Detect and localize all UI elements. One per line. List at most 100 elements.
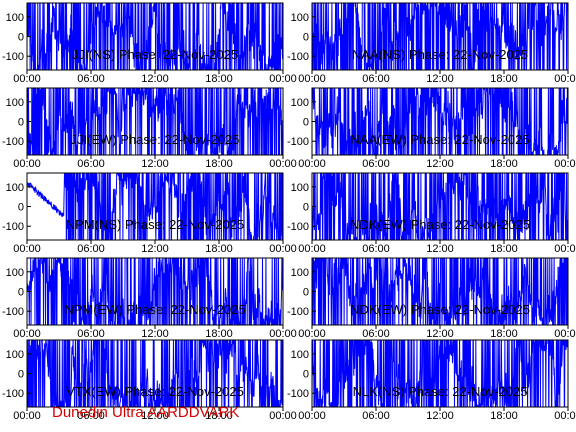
panel-title: NLK(NS) Phase: 22-Nov-2025 — [353, 384, 528, 399]
x-tick-label: 06:00 — [362, 158, 390, 170]
phase-trace — [27, 3, 283, 70]
chart-panel-7: 100 0 -100 00:00 06:00 12:00 18:00 00:00 NPM(EW)… — [2, 257, 297, 340]
x-tick-label: 18:00 — [205, 73, 233, 85]
chart-panel-10: 100 0 -100 00:00 06:00 12:00 18:00 00:00 NLK(NS)… — [287, 339, 576, 422]
x-tick-label: 12:00 — [426, 410, 454, 422]
y-tick-label: -100 — [287, 388, 309, 400]
y-tick-label: -100 — [287, 221, 309, 233]
x-tick-label: 00:00 — [554, 158, 576, 170]
x-tick-label: 00:00 — [269, 73, 297, 85]
x-tick-label: 12:00 — [141, 328, 169, 340]
chart-panel-1: 100 0 -100 00:00 06:00 12:00 18:00 00:00 JJI(NS)… — [2, 2, 297, 85]
x-tick-label: 18:00 — [205, 243, 233, 255]
phase-trace — [312, 3, 568, 70]
y-tick-label: 100 — [291, 267, 309, 279]
x-tick-label: 00:00 — [269, 410, 297, 422]
x-tick-label: 00:00 — [554, 243, 576, 255]
phase-trace — [27, 258, 283, 325]
x-tick-label: 06:00 — [362, 328, 390, 340]
panel-title: NDK(EW) Phase: 22-Nov-2025 — [350, 302, 530, 317]
x-tick-label: 00:00 — [13, 328, 41, 340]
x-tick-label: 06:00 — [362, 243, 390, 255]
panel-title: NAA(EW) Phase: 22-Nov-2025 — [350, 132, 529, 147]
phase-trace — [312, 173, 568, 240]
x-tick-label: 00:00 — [298, 243, 326, 255]
y-tick-label: 100 — [291, 97, 309, 109]
panel-title: VTX(EW) Phase: 22-Nov-2025 — [66, 384, 244, 399]
panel-title: NDK(EW) Phase: 22-Nov-2025 — [350, 217, 530, 232]
y-tick-label: 100 — [291, 12, 309, 24]
y-tick-label: 100 — [6, 182, 24, 194]
x-tick-label: 12:00 — [141, 410, 169, 422]
y-tick-label: -100 — [2, 306, 24, 318]
chart-panel-3: 100 0 -100 00:00 06:00 12:00 18:00 00:00 JJI(EW)… — [2, 87, 297, 170]
chart-panel-2: 100 0 -100 00:00 06:00 12:00 18:00 00:00 NAA(NS)… — [287, 2, 576, 85]
panel-title: NPM(NS) Phase: 22-Nov-2025 — [66, 217, 244, 232]
chart-panel-4: 100 0 -100 00:00 06:00 12:00 18:00 00:00 NAA(EW)… — [287, 87, 576, 170]
phase-trace — [27, 340, 283, 407]
x-tick-label: 18:00 — [490, 158, 518, 170]
x-tick-label: 00:00 — [298, 73, 326, 85]
x-tick-label: 06:00 — [77, 328, 105, 340]
x-tick-label: 00:00 — [269, 158, 297, 170]
y-tick-label: 0 — [18, 117, 24, 129]
y-tick-label: 100 — [6, 97, 24, 109]
x-tick-label: 00:00 — [13, 158, 41, 170]
y-tick-label: 0 — [303, 117, 309, 129]
y-tick-label: 0 — [18, 287, 24, 299]
y-tick-label: -100 — [2, 221, 24, 233]
y-tick-label: 100 — [6, 349, 24, 361]
y-tick-label: -100 — [287, 51, 309, 63]
x-tick-label: 00:00 — [554, 328, 576, 340]
y-tick-label: -100 — [287, 306, 309, 318]
x-tick-label: 00:00 — [298, 328, 326, 340]
y-tick-label: 0 — [303, 202, 309, 214]
x-tick-label: 00:00 — [269, 328, 297, 340]
phase-trace — [27, 88, 283, 155]
x-tick-label: 06:00 — [77, 158, 105, 170]
phase-trace — [312, 258, 568, 325]
panel-title: NAA(NS) Phase: 22-Nov-2025 — [352, 47, 528, 62]
x-tick-label: 18:00 — [205, 158, 233, 170]
x-tick-label: 06:00 — [77, 73, 105, 85]
x-tick-label: 00:00 — [13, 243, 41, 255]
chart-panel-9: 100 0 -100 00:00 06:00 12:00 18:00 00:00 VTX(EW)… — [2, 339, 297, 422]
y-tick-label: 100 — [6, 267, 24, 279]
x-tick-label: 12:00 — [141, 243, 169, 255]
x-tick-label: 00:00 — [13, 73, 41, 85]
credit-label: Dunedin Ultra AARDDVARK — [52, 404, 240, 421]
x-tick-label: 18:00 — [205, 328, 233, 340]
x-tick-label: 12:00 — [426, 73, 454, 85]
chart-panel-5: 100 0 -100 00:00 06:00 12:00 18:00 00:00 NPM(NS)… — [2, 172, 297, 255]
y-tick-label: 100 — [6, 12, 24, 24]
y-tick-label: 0 — [303, 369, 309, 381]
x-tick-label: 00:00 — [554, 73, 576, 85]
y-tick-label: 0 — [18, 369, 24, 381]
x-tick-label: 12:00 — [426, 158, 454, 170]
y-tick-label: -100 — [2, 388, 24, 400]
x-tick-label: 00:00 — [298, 410, 326, 422]
chart-panel-6: 100 0 -100 00:00 06:00 12:00 18:00 00:00 NDK(EW)… — [287, 172, 576, 255]
x-tick-label: 12:00 — [426, 328, 454, 340]
x-tick-label: 00:00 — [13, 410, 41, 422]
x-tick-label: 00:00 — [269, 243, 297, 255]
x-tick-label: 12:00 — [141, 158, 169, 170]
phase-trace — [27, 173, 283, 240]
panel-title: NPM(EW) Phase: 22-Nov-2025 — [64, 302, 245, 317]
panel-title: JJI(EW) Phase: 22-Nov-2025 — [70, 132, 239, 147]
x-tick-label: 18:00 — [490, 410, 518, 422]
y-tick-label: 0 — [303, 287, 309, 299]
x-tick-label: 06:00 — [362, 410, 390, 422]
y-tick-label: 100 — [291, 182, 309, 194]
y-tick-label: 0 — [18, 202, 24, 214]
x-tick-label: 18:00 — [205, 410, 233, 422]
x-tick-label: 18:00 — [490, 243, 518, 255]
x-tick-label: 12:00 — [141, 73, 169, 85]
x-tick-label: 00:00 — [554, 410, 576, 422]
x-tick-label: 00:00 — [298, 158, 326, 170]
y-tick-label: 100 — [291, 349, 309, 361]
phase-trace — [312, 88, 568, 155]
y-tick-label: 0 — [18, 32, 24, 44]
x-tick-label: 06:00 — [362, 73, 390, 85]
